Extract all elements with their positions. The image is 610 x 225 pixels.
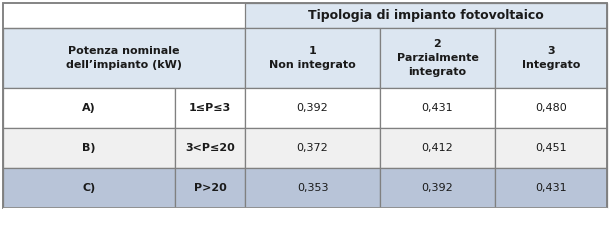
Bar — [3, 208, 607, 222]
Text: 0,431: 0,431 — [535, 183, 567, 193]
Text: 0,451: 0,451 — [535, 143, 567, 153]
Bar — [175, 88, 245, 128]
Bar — [380, 168, 495, 208]
Text: 1≤P≤3: 1≤P≤3 — [189, 103, 231, 113]
Bar — [380, 128, 495, 168]
Bar — [3, 3, 245, 28]
Text: 0,412: 0,412 — [422, 143, 453, 153]
Bar — [380, 88, 495, 128]
Bar — [245, 168, 380, 208]
Text: 0,392: 0,392 — [422, 183, 453, 193]
Text: 1
Non integrato: 1 Non integrato — [269, 46, 356, 70]
Bar — [175, 168, 245, 208]
Text: Potenza nominale
dell’impianto (kW): Potenza nominale dell’impianto (kW) — [66, 46, 182, 70]
Text: 3
Integrato: 3 Integrato — [522, 46, 580, 70]
Text: 3<P≤20: 3<P≤20 — [185, 143, 235, 153]
Text: P>20: P>20 — [193, 183, 226, 193]
Text: 0,353: 0,353 — [296, 183, 328, 193]
Text: 2
Parzialmente
integrato: 2 Parzialmente integrato — [396, 39, 478, 77]
Text: B): B) — [82, 143, 96, 153]
Bar — [3, 168, 175, 208]
Text: A): A) — [82, 103, 96, 113]
Bar — [245, 128, 380, 168]
Bar — [3, 28, 245, 88]
Text: 0,372: 0,372 — [296, 143, 328, 153]
Bar — [3, 128, 175, 168]
Bar — [495, 168, 607, 208]
Bar — [495, 28, 607, 88]
Text: Tipologia di impianto fotovoltaico: Tipologia di impianto fotovoltaico — [308, 9, 544, 22]
Bar — [245, 28, 380, 88]
Bar — [245, 3, 607, 28]
Bar — [245, 88, 380, 128]
Text: C): C) — [82, 183, 96, 193]
Text: 0,392: 0,392 — [296, 103, 328, 113]
Bar — [495, 88, 607, 128]
Bar — [3, 88, 175, 128]
Bar — [495, 128, 607, 168]
Bar — [175, 128, 245, 168]
Text: 0,480: 0,480 — [535, 103, 567, 113]
Bar — [380, 28, 495, 88]
Text: 0,431: 0,431 — [422, 103, 453, 113]
